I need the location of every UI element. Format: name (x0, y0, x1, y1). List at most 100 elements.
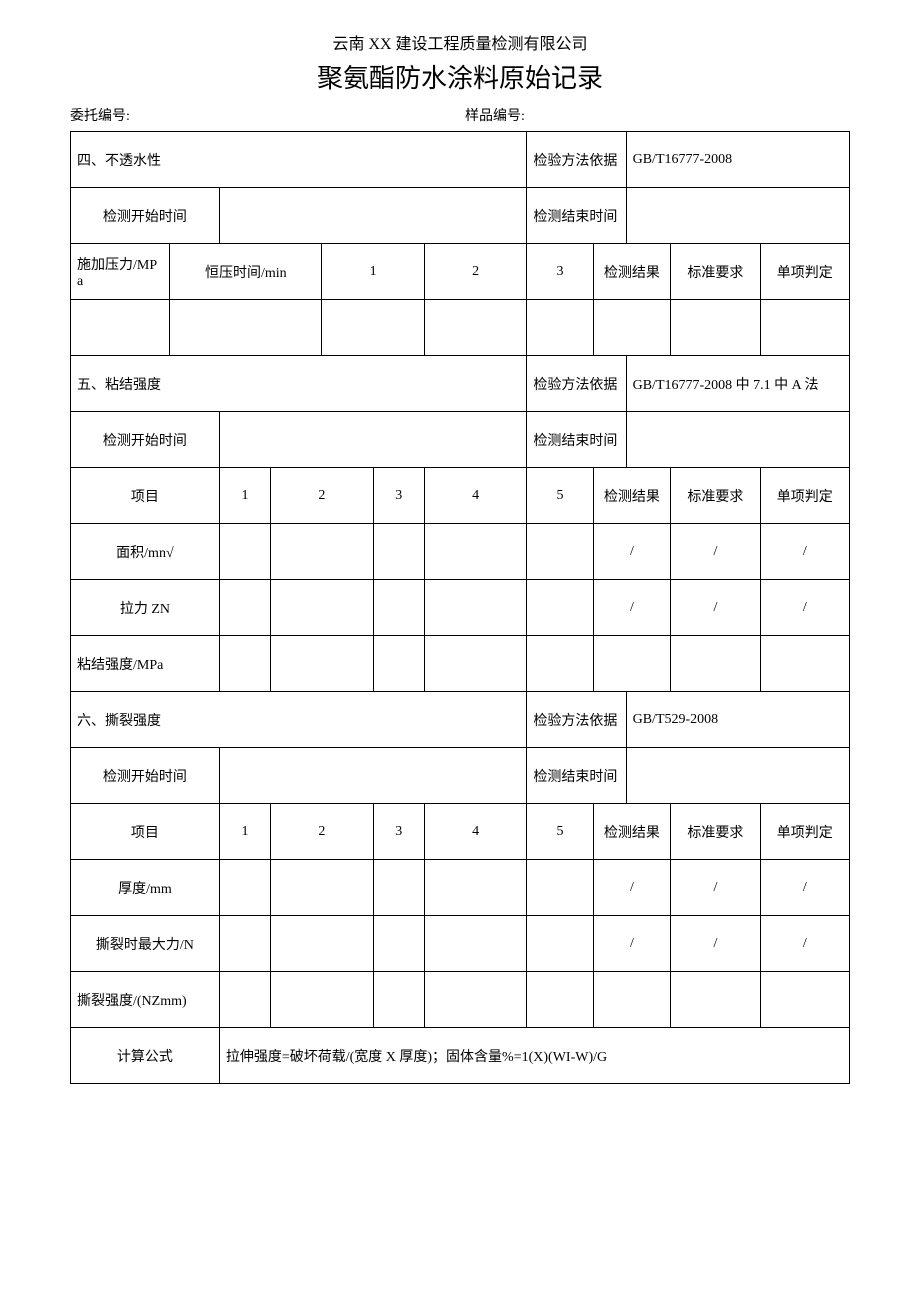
section5-col4: 4 (424, 468, 527, 524)
table-cell (424, 860, 527, 916)
table-cell (219, 524, 270, 580)
section5-col5: 5 (527, 468, 593, 524)
table-cell (373, 972, 424, 1028)
section4-title: 四、不透水性 (71, 132, 527, 188)
table-cell (322, 300, 425, 356)
section4-method: GB/T16777-2008 (626, 132, 849, 188)
section6-col5: 5 (527, 804, 593, 860)
section4-col2: 2 (424, 244, 527, 300)
company-name: 云南 XX 建设工程质量检测有限公司 (70, 30, 850, 54)
table-cell (271, 636, 374, 692)
table-cell (424, 300, 527, 356)
table-cell (593, 636, 671, 692)
section5-strength-label: 粘结强度/MPa (71, 636, 220, 692)
method-basis-label: 检验方法依据 (527, 356, 626, 412)
table-cell: / (671, 524, 760, 580)
table-cell (593, 972, 671, 1028)
table-cell (527, 524, 593, 580)
sample-number-label: 样品编号: (455, 105, 850, 125)
section6-col1: 1 (219, 804, 270, 860)
table-cell (527, 636, 593, 692)
section5-col3: 3 (373, 468, 424, 524)
standard-req-label: 标准要求 (671, 804, 760, 860)
section4-start-time-value (219, 188, 527, 244)
table-cell: / (593, 860, 671, 916)
table-cell (424, 916, 527, 972)
section6-thickness-label: 厚度/mm (71, 860, 220, 916)
main-table: 四、不透水性 检验方法依据 GB/T16777-2008 检测开始时间 检测结束… (70, 131, 850, 1084)
verdict-label: 单项判定 (760, 468, 849, 524)
table-cell (271, 524, 374, 580)
table-cell (527, 860, 593, 916)
verdict-label: 单项判定 (760, 244, 849, 300)
item-label: 项目 (71, 804, 220, 860)
table-cell (760, 300, 849, 356)
table-cell (219, 916, 270, 972)
section5-col2: 2 (271, 468, 374, 524)
table-cell (271, 916, 374, 972)
document-title: 聚氨酯防水涂料原始记录 (70, 58, 850, 95)
table-cell (527, 300, 593, 356)
table-cell (527, 916, 593, 972)
table-cell (271, 860, 374, 916)
section4-pressure-label: 施加压力/MPa (71, 244, 170, 300)
table-cell: / (760, 524, 849, 580)
table-cell (373, 636, 424, 692)
item-label: 项目 (71, 468, 220, 524)
table-cell (271, 580, 374, 636)
table-cell (527, 972, 593, 1028)
table-cell (373, 860, 424, 916)
end-time-label: 检测结束时间 (527, 748, 626, 804)
header-numbers: 委托编号: 样品编号: (70, 105, 850, 125)
section6-maxforce-label: 撕裂时最大力/N (71, 916, 220, 972)
section5-start-time-value (219, 412, 527, 468)
standard-req-label: 标准要求 (671, 244, 760, 300)
table-cell (219, 860, 270, 916)
formula-text: 拉伸强度=破坏荷载/(宽度 X 厚度)；固体含量%=1(X)(WI-W)/G (219, 1028, 849, 1084)
start-time-label: 检测开始时间 (71, 188, 220, 244)
end-time-label: 检测结束时间 (527, 188, 626, 244)
section5-col1: 1 (219, 468, 270, 524)
table-cell: / (760, 580, 849, 636)
table-cell: / (671, 580, 760, 636)
table-cell (671, 636, 760, 692)
verdict-label: 单项判定 (760, 804, 849, 860)
table-cell: / (593, 916, 671, 972)
table-cell: / (593, 524, 671, 580)
table-cell (760, 972, 849, 1028)
section5-end-time-value (626, 412, 849, 468)
table-cell (527, 580, 593, 636)
table-cell (219, 636, 270, 692)
test-result-label: 检测结果 (593, 244, 671, 300)
section5-method: GB/T16777-2008 中 7.1 中 A 法 (626, 356, 849, 412)
section4-col3: 3 (527, 244, 593, 300)
section6-col2: 2 (271, 804, 374, 860)
section6-col4: 4 (424, 804, 527, 860)
section4-holdtime-label: 恒压时间/min (170, 244, 322, 300)
section4-col1: 1 (322, 244, 425, 300)
table-cell (219, 972, 270, 1028)
test-result-label: 检测结果 (593, 804, 671, 860)
start-time-label: 检测开始时间 (71, 748, 220, 804)
table-cell: / (760, 860, 849, 916)
table-cell (271, 972, 374, 1028)
table-cell (424, 524, 527, 580)
table-cell: / (593, 580, 671, 636)
method-basis-label: 检验方法依据 (527, 692, 626, 748)
standard-req-label: 标准要求 (671, 468, 760, 524)
table-cell (593, 300, 671, 356)
test-result-label: 检测结果 (593, 468, 671, 524)
table-cell: / (671, 860, 760, 916)
table-cell (671, 300, 760, 356)
section5-tension-label: 拉力 ZN (71, 580, 220, 636)
table-cell (373, 916, 424, 972)
section5-title: 五、粘结强度 (71, 356, 527, 412)
table-cell (71, 300, 170, 356)
section5-area-label: 面积/mn√ (71, 524, 220, 580)
table-cell (671, 972, 760, 1028)
section6-title: 六、撕裂强度 (71, 692, 527, 748)
section6-tearstrength-label: 撕裂强度/(NZmm) (71, 972, 220, 1028)
table-cell (373, 580, 424, 636)
section6-col3: 3 (373, 804, 424, 860)
formula-label: 计算公式 (71, 1028, 220, 1084)
